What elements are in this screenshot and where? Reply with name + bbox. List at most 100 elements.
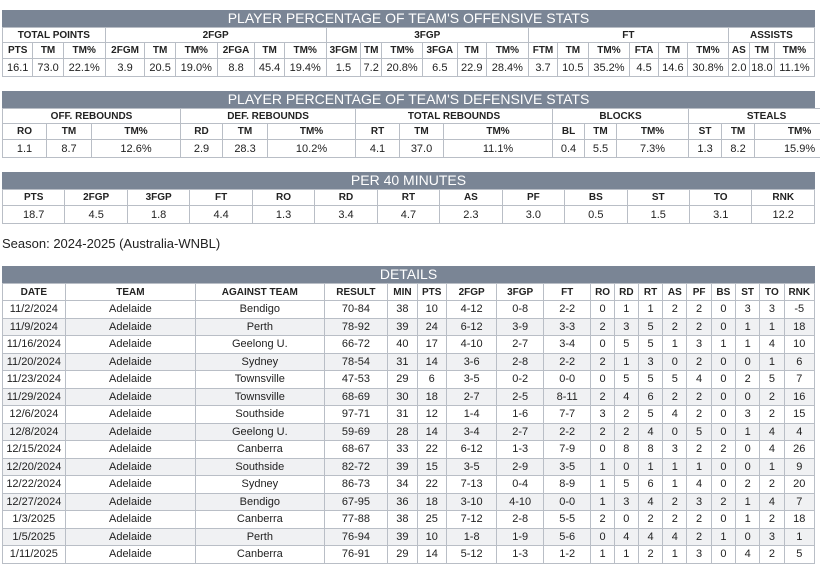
table-cell: 1 [735, 335, 761, 354]
table-cell: 1 [662, 335, 688, 354]
per40-section: PER 40 MINUTES PTS 2FGP 3FGP FT RO RD RT AS PF BS… [1, 172, 815, 224]
table-cell: 29 [387, 545, 418, 564]
table-cell: 15 [416, 457, 447, 476]
stat-value: 12.2 [751, 205, 815, 224]
column-header: RD [314, 189, 378, 206]
table-cell: 11/2/2024 [2, 300, 66, 319]
table-cell: 12/15/2024 [2, 440, 66, 459]
table-cell: 0 [735, 387, 761, 406]
table-cell: Perth [195, 527, 325, 546]
table-cell: 3 [686, 492, 712, 511]
table-cell: 2 [710, 440, 737, 459]
table-cell: 4-12 [445, 300, 498, 319]
table-cell: 1 [637, 457, 664, 476]
table-cell: 11/16/2024 [2, 335, 66, 354]
column-header: TM [456, 42, 487, 59]
table-cell: 2 [759, 475, 785, 494]
table-cell: 2-2 [542, 422, 592, 441]
stat-value: 8.7 [46, 139, 92, 158]
table-cell: 38 [387, 300, 418, 319]
table-cell: 4 [735, 545, 761, 564]
table-cell: 2 [686, 527, 712, 546]
table-cell: 14 [416, 352, 447, 371]
table-cell: 66-72 [323, 335, 389, 354]
table-cell: 5 [637, 335, 664, 354]
column-header: BL [552, 123, 586, 140]
table-cell: 39 [387, 457, 418, 476]
table-cell: 0 [710, 352, 737, 371]
table-cell: 4 [637, 527, 664, 546]
column-header: 2FGP [64, 189, 128, 206]
details-table: DATE TEAM AGAINST TEAM RESULT MIN PTS 2FGP 3FGP… [2, 283, 816, 564]
stat-value: 37.0 [399, 139, 445, 158]
table-cell: 2 [590, 510, 615, 529]
table-cell: 5 [613, 370, 639, 389]
table-cell: 31 [387, 352, 418, 371]
table-cell: 0 [735, 440, 761, 459]
table-cell: 12/8/2024 [2, 422, 66, 441]
column-header: TM [222, 123, 269, 140]
table-cell: 0 [662, 422, 688, 441]
table-cell: 10 [416, 527, 447, 546]
table-row: 11/29/2024 Adelaide Townsville 68-69 30 18 2-7… [2, 387, 816, 406]
stat-value: 35.2% [587, 58, 631, 77]
table-cell: 3-4 [542, 335, 592, 354]
table-cell: 78-92 [323, 317, 389, 336]
table-cell: 2-2 [542, 352, 592, 371]
table-cell: 3-5 [542, 457, 592, 476]
column-header: TM [144, 42, 176, 59]
column-header: PF [686, 283, 712, 301]
table-cell: Adelaide [64, 352, 197, 371]
table-cell: 1 [590, 457, 615, 476]
stat-value: 8.2 [721, 139, 756, 158]
group-header: BLOCKS [552, 108, 690, 124]
table-cell: 2 [686, 510, 712, 529]
stat-value: 4.4 [189, 205, 253, 224]
column-header: TM [32, 42, 64, 59]
table-cell: 3 [637, 352, 664, 371]
stat-value: 7.3% [616, 139, 690, 158]
table-cell: Adelaide [64, 300, 197, 319]
stat-value: 3.9 [104, 58, 146, 77]
defensive-stats-section: PLAYER PERCENTAGE OF TEAM'S DEFENSIVE ST… [1, 91, 820, 158]
table-cell: 2-8 [496, 352, 544, 371]
table-cell: 4 [662, 405, 688, 424]
column-header: TM [399, 123, 445, 140]
column-header: TM [360, 42, 383, 59]
table-cell: Adelaide [64, 510, 197, 529]
group-header: 2FGP [104, 27, 327, 43]
column-header: TM% [267, 123, 357, 140]
stat-value: 3.0 [501, 205, 566, 224]
column-header: MIN [387, 283, 418, 301]
column-header: TM% [616, 123, 690, 140]
table-cell: 68-67 [323, 440, 389, 459]
table-cell: 2 [686, 387, 712, 406]
table-cell: 18 [783, 510, 816, 529]
column-header: 3FGA [422, 42, 458, 59]
table-cell: 2 [662, 510, 688, 529]
table-cell: 6 [783, 352, 816, 371]
table-row: 12/20/2024 Adelaide Southside 82-72 39 15 3-5 2… [2, 457, 816, 476]
table-cell: 1-3 [496, 440, 544, 459]
table-cell: 1-3 [496, 545, 544, 564]
table-cell: 0 [710, 545, 737, 564]
table-cell: 8 [637, 440, 664, 459]
stat-value: 20.5 [144, 58, 176, 77]
stat-value: 11.1% [773, 58, 816, 77]
column-header: AS [727, 42, 750, 59]
table-cell: 12/20/2024 [2, 457, 66, 476]
stat-value: 28.3 [222, 139, 269, 158]
table-cell: 5-5 [542, 510, 592, 529]
column-header: RNK [783, 283, 816, 301]
table-cell: 10 [416, 300, 447, 319]
table-cell: 7 [783, 370, 816, 389]
table-cell: 2 [662, 300, 688, 319]
table-cell: 30 [387, 387, 418, 406]
column-header: TM [557, 42, 589, 59]
table-cell: Geelong U. [195, 335, 325, 354]
per40-title: PER 40 MINUTES [2, 172, 815, 189]
column-header: RD [613, 283, 639, 301]
column-header: 2FGP [445, 283, 498, 301]
table-cell: Bendigo [195, 492, 325, 511]
table-cell: 1/5/2025 [2, 527, 66, 546]
